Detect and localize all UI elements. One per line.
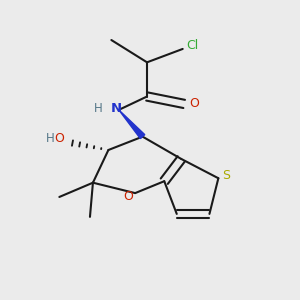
Text: Cl: Cl [186,39,199,52]
Text: S: S [222,169,230,182]
Text: H: H [46,132,55,145]
Text: H: H [94,102,102,115]
Text: O: O [189,97,199,110]
Text: N: N [110,102,122,115]
Text: O: O [54,132,64,145]
Polygon shape [119,110,145,139]
Text: O: O [123,190,133,203]
